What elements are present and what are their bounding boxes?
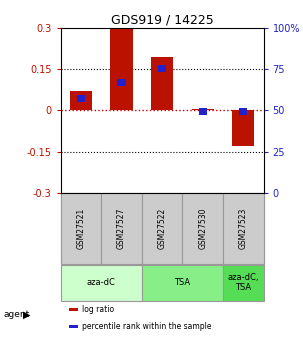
Bar <box>191 109 214 110</box>
FancyBboxPatch shape <box>61 265 142 301</box>
Bar <box>118 79 125 86</box>
Text: aza-dC,
TSA: aza-dC, TSA <box>228 273 259 293</box>
Bar <box>199 108 207 115</box>
Bar <box>69 308 78 311</box>
Text: GSM27521: GSM27521 <box>76 208 85 249</box>
Text: percentile rank within the sample: percentile rank within the sample <box>82 322 211 331</box>
FancyBboxPatch shape <box>142 265 223 301</box>
Text: log ratio: log ratio <box>82 305 114 314</box>
Text: GSM27530: GSM27530 <box>198 208 207 249</box>
Text: GSM27527: GSM27527 <box>117 208 126 249</box>
Text: TSA: TSA <box>174 278 191 287</box>
Bar <box>232 110 255 146</box>
Bar <box>151 57 173 110</box>
Bar <box>69 325 78 328</box>
FancyBboxPatch shape <box>223 193 264 264</box>
Bar <box>158 66 166 72</box>
Title: GDS919 / 14225: GDS919 / 14225 <box>111 13 214 27</box>
FancyBboxPatch shape <box>61 193 264 264</box>
FancyBboxPatch shape <box>61 193 101 264</box>
Bar <box>77 95 85 102</box>
Text: ▶: ▶ <box>23 310 30 319</box>
FancyBboxPatch shape <box>142 193 182 264</box>
Text: GSM27522: GSM27522 <box>158 208 167 249</box>
Bar <box>239 108 247 115</box>
Text: aza-dC: aza-dC <box>87 278 116 287</box>
FancyBboxPatch shape <box>223 265 264 301</box>
Bar <box>70 91 92 110</box>
Bar <box>110 29 133 110</box>
Text: agent: agent <box>3 310 29 319</box>
FancyBboxPatch shape <box>101 193 142 264</box>
Text: GSM27523: GSM27523 <box>239 208 248 249</box>
FancyBboxPatch shape <box>182 193 223 264</box>
